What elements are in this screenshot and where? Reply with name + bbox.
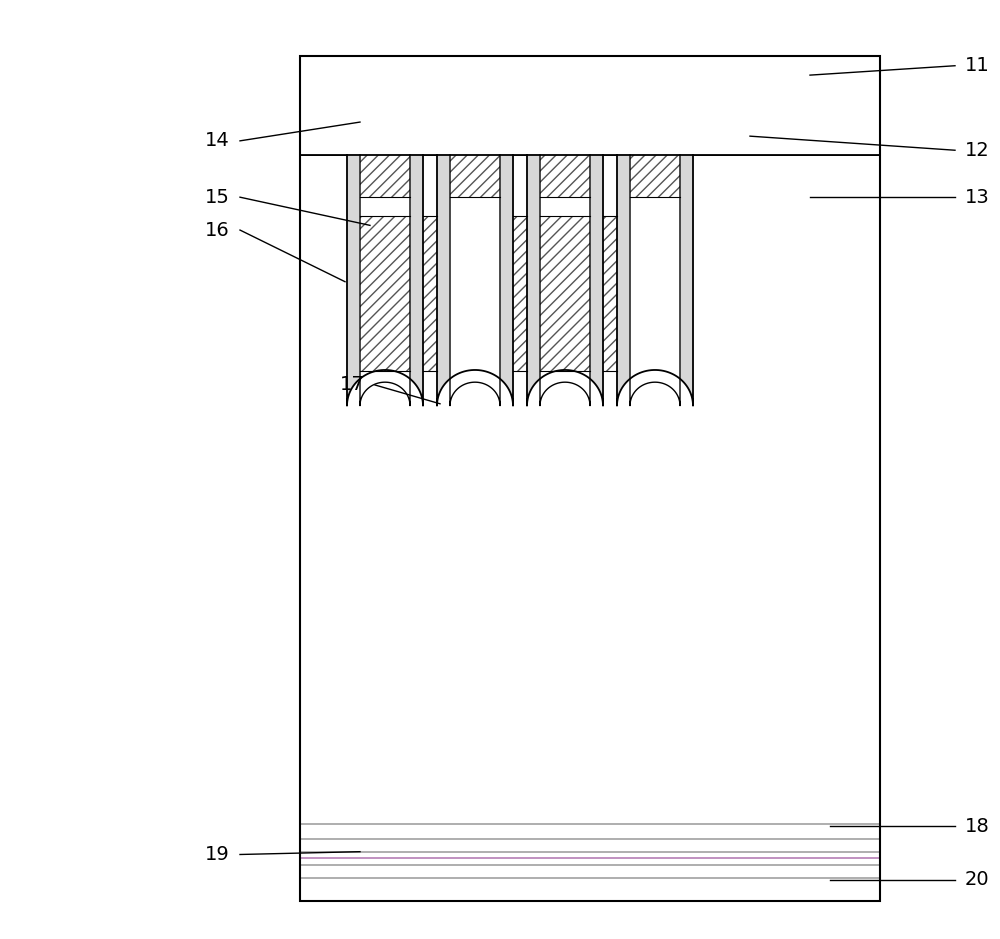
Polygon shape bbox=[527, 155, 603, 406]
Bar bbox=[300, 56, 880, 155]
Bar bbox=[540, 216, 590, 371]
Text: 19: 19 bbox=[205, 845, 230, 864]
Bar bbox=[603, 216, 617, 371]
Text: 16: 16 bbox=[205, 221, 230, 239]
Bar bbox=[360, 155, 410, 197]
Text: 14: 14 bbox=[205, 131, 230, 150]
Text: 15: 15 bbox=[205, 188, 230, 207]
Polygon shape bbox=[617, 155, 693, 406]
Polygon shape bbox=[437, 155, 513, 406]
Polygon shape bbox=[347, 155, 423, 406]
Text: 17: 17 bbox=[340, 376, 365, 394]
Bar bbox=[630, 155, 680, 197]
Text: 11: 11 bbox=[965, 56, 990, 75]
Bar bbox=[300, 56, 880, 901]
Bar bbox=[360, 216, 410, 371]
Polygon shape bbox=[540, 155, 590, 406]
Text: 13: 13 bbox=[965, 188, 990, 207]
Text: 18: 18 bbox=[965, 817, 990, 836]
Polygon shape bbox=[630, 155, 680, 406]
Bar bbox=[540, 155, 590, 197]
Bar bbox=[423, 216, 437, 371]
Polygon shape bbox=[360, 155, 410, 406]
Text: 20: 20 bbox=[965, 870, 990, 889]
Text: 12: 12 bbox=[965, 141, 990, 160]
Bar bbox=[513, 216, 527, 371]
Bar bbox=[300, 56, 880, 901]
Bar bbox=[450, 155, 500, 197]
Polygon shape bbox=[450, 155, 500, 406]
